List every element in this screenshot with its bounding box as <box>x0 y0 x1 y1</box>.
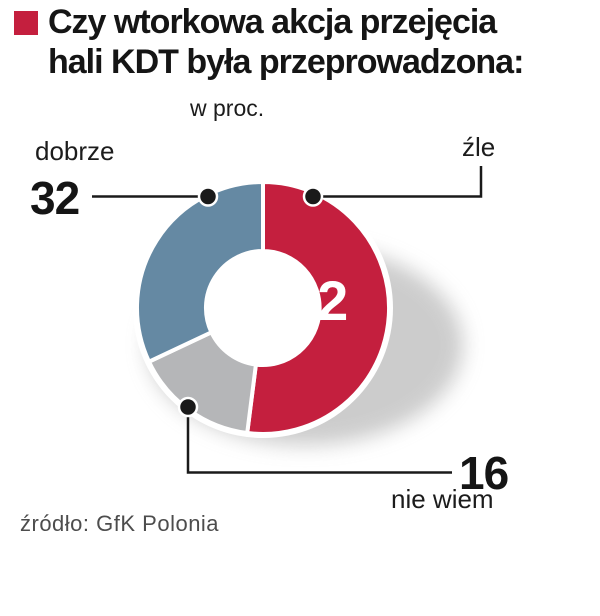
leader-dot-zle <box>302 186 324 207</box>
label-dobrze: dobrze <box>35 136 115 166</box>
title-bullet-square <box>14 11 38 35</box>
page-title: Czy wtorkowa akcja przejęcia hali KDT by… <box>48 2 593 82</box>
leader-line-nie-wiem <box>186 407 452 474</box>
slice-zle <box>245 180 391 436</box>
source-credit: źródło: GfK Polonia <box>20 511 220 536</box>
value-dobrze: 32 <box>30 172 80 224</box>
page-title-line1: Czy wtorkowa akcja przejęcia <box>48 3 497 41</box>
value-zle: 52 <box>287 269 348 332</box>
leader-dot-dobrze <box>197 186 219 207</box>
label-nie-wiem: nie wiem <box>391 484 494 514</box>
slice-dobrze <box>134 180 265 364</box>
chart-subtitle: w proc. <box>190 95 265 121</box>
title-bullet-icon <box>14 11 38 35</box>
leader-dot-nie-wiem <box>177 396 199 418</box>
value-nie-wiem: 16 <box>459 447 509 499</box>
label-zle: źle <box>462 132 496 162</box>
leader-line-zle <box>313 166 483 198</box>
page-title-line2: hali KDT była przeprowadzona: <box>48 43 524 81</box>
